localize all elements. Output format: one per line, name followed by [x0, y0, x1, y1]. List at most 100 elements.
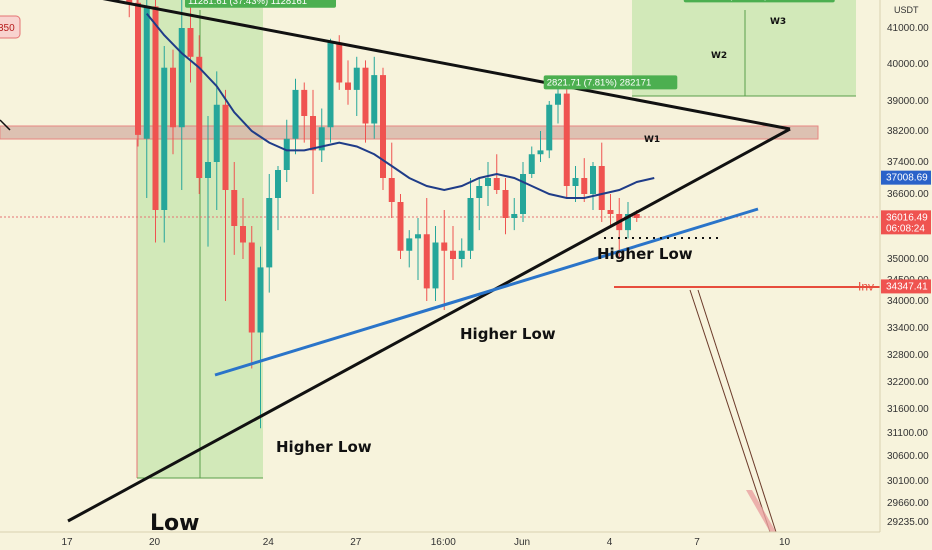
candle-body [292, 89, 299, 139]
price-tick-label: 33400.00 [887, 323, 929, 334]
candle-body [143, 6, 150, 139]
candle-body [240, 226, 246, 243]
candle-body [563, 93, 570, 186]
price-tick-label: 38200.00 [887, 126, 929, 137]
candle-body [301, 89, 308, 116]
candle-body [380, 75, 386, 178]
annotation-higher-low-1: Higher Low [276, 438, 372, 456]
time-tick-label: 10 [779, 537, 791, 548]
candle-body [362, 67, 369, 124]
candle-body [196, 56, 203, 178]
candle-body [213, 104, 220, 162]
candle-body [450, 250, 456, 259]
annotation-higher-low-3: Higher Low [597, 245, 693, 263]
candle-body [476, 186, 483, 198]
candle-body [493, 178, 500, 190]
price-axis[interactable] [880, 0, 932, 550]
support-trendline [214, 207, 759, 377]
time-ticks: 17 20 24 27 16:00 Jun 4 7 10 [61, 537, 790, 548]
price-tick-label: 36600.00 [887, 189, 929, 200]
price-tick-label: 31100.00 [887, 428, 928, 439]
candle-body [135, 2, 141, 135]
price-tag [881, 210, 931, 235]
wave-label-w1: W1 [644, 135, 660, 145]
candle-body [633, 214, 640, 218]
time-axis[interactable] [0, 532, 880, 550]
candle-body [467, 198, 474, 251]
candle-body [511, 214, 518, 218]
price-tick-label: 39000.00 [887, 96, 929, 107]
left-edge-mark [0, 119, 11, 131]
candle-body [598, 166, 605, 210]
measure-label-badge [543, 75, 678, 90]
candle-body [353, 67, 360, 90]
annotation-higher-low-2: Higher Low [460, 325, 556, 343]
price-tick-label: 37400.00 [887, 157, 929, 168]
candle-body [126, 0, 133, 3]
measure-label-text: 11281.61 (37.43%) 1128161 [188, 0, 307, 7]
time-tick-label: Jun [514, 537, 530, 548]
price-tick-label: 29235.00 [887, 517, 929, 528]
price-tick-label: 32200.00 [887, 377, 929, 388]
candle-body [581, 178, 588, 194]
candle-body [257, 267, 264, 333]
candle-body [423, 234, 430, 289]
candle-body [222, 104, 229, 190]
projection-line-2 [697, 289, 777, 533]
candle-body [397, 202, 404, 251]
price-tick-label: 32800.00 [887, 350, 929, 361]
price-tick-label: 31600.00 [887, 404, 929, 415]
measure-label-badge [683, 0, 835, 3]
candle-body [170, 67, 176, 128]
candle-body [441, 242, 448, 251]
price-tick-label: 30100.00 [887, 476, 929, 487]
projection-fill [746, 490, 776, 532]
resistance-zone [0, 125, 819, 140]
candle-body [231, 190, 238, 226]
moving-average-line [145, 12, 655, 199]
measure-label-badge [185, 0, 336, 8]
candle-body [178, 28, 185, 128]
time-tick-label: 16:00 [431, 537, 456, 548]
candle-body [275, 170, 281, 198]
time-tick-label: 17 [61, 537, 73, 548]
time-tick-label: 20 [149, 537, 161, 548]
time-tick-label: 24 [263, 537, 275, 548]
candle-body [590, 166, 596, 194]
candle-body [345, 82, 351, 90]
candle-body [336, 42, 343, 83]
candle-body [318, 127, 325, 151]
price-tick-label: 29660.00 [887, 498, 929, 509]
top-left-badge[interactable] [0, 15, 21, 39]
candle-body [607, 210, 614, 214]
price-tag [881, 170, 931, 185]
candle-body [388, 178, 395, 202]
candle-body [546, 104, 553, 151]
measure-label-text: 2821.71 (7.81%) 282171 [547, 77, 652, 88]
invalidation-label: Inv [858, 279, 874, 293]
lower-trendline [67, 127, 791, 523]
candle-body [266, 198, 273, 268]
price-tick-label: 34000.00 [887, 296, 929, 307]
candles-layer [126, 0, 640, 429]
candle-body [520, 174, 526, 214]
upper-trendline [102, 0, 791, 131]
lines-layer [145, 12, 655, 199]
candle-body [502, 190, 509, 218]
candle-body [406, 238, 413, 251]
candle-body [432, 242, 439, 289]
candle-body [485, 178, 491, 186]
measure-label-text: 14148.33 (36.18%) 1414833 [687, 0, 807, 1]
price-tag-countdown: 06:08:24 [886, 223, 925, 234]
candle-body [283, 138, 290, 170]
candle-body [371, 75, 378, 124]
candle-body [310, 116, 316, 151]
candle-body [205, 162, 211, 178]
candle-body [458, 250, 465, 259]
price-tick-label: 35000.00 [887, 254, 929, 265]
candle-body [248, 242, 255, 333]
currency-label: USDT [894, 5, 919, 15]
price-tick-label: 40000.00 [887, 59, 929, 70]
time-tick-label: 4 [607, 537, 613, 548]
